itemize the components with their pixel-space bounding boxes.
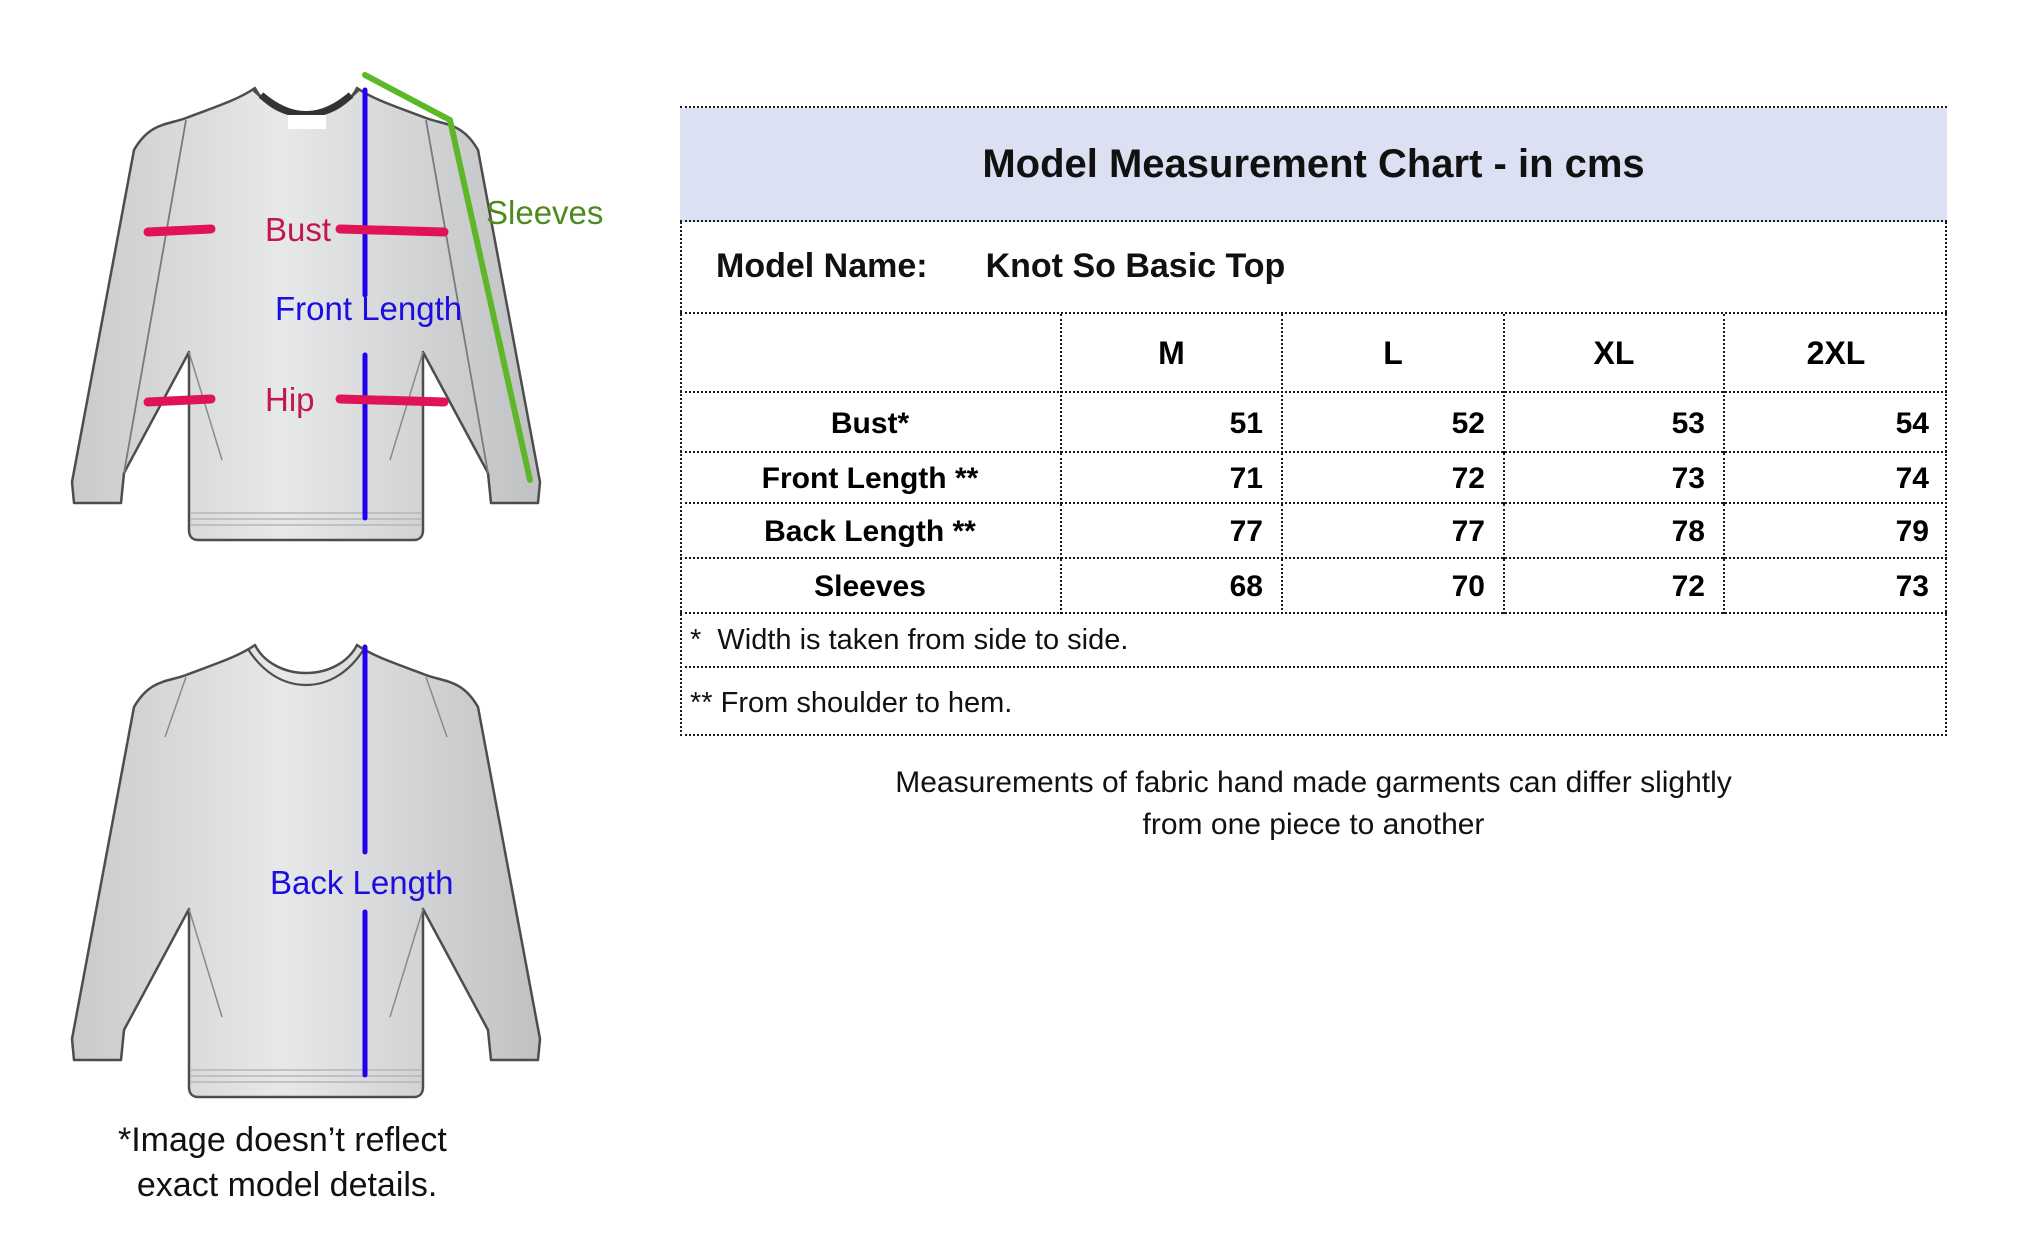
- svg-text:Sleeves: Sleeves: [486, 194, 603, 231]
- svg-text:Back Length: Back Length: [270, 864, 453, 901]
- svg-text:Bust: Bust: [265, 211, 331, 248]
- svg-text:Hip: Hip: [265, 381, 315, 418]
- svg-text:Front Length: Front Length: [275, 290, 462, 327]
